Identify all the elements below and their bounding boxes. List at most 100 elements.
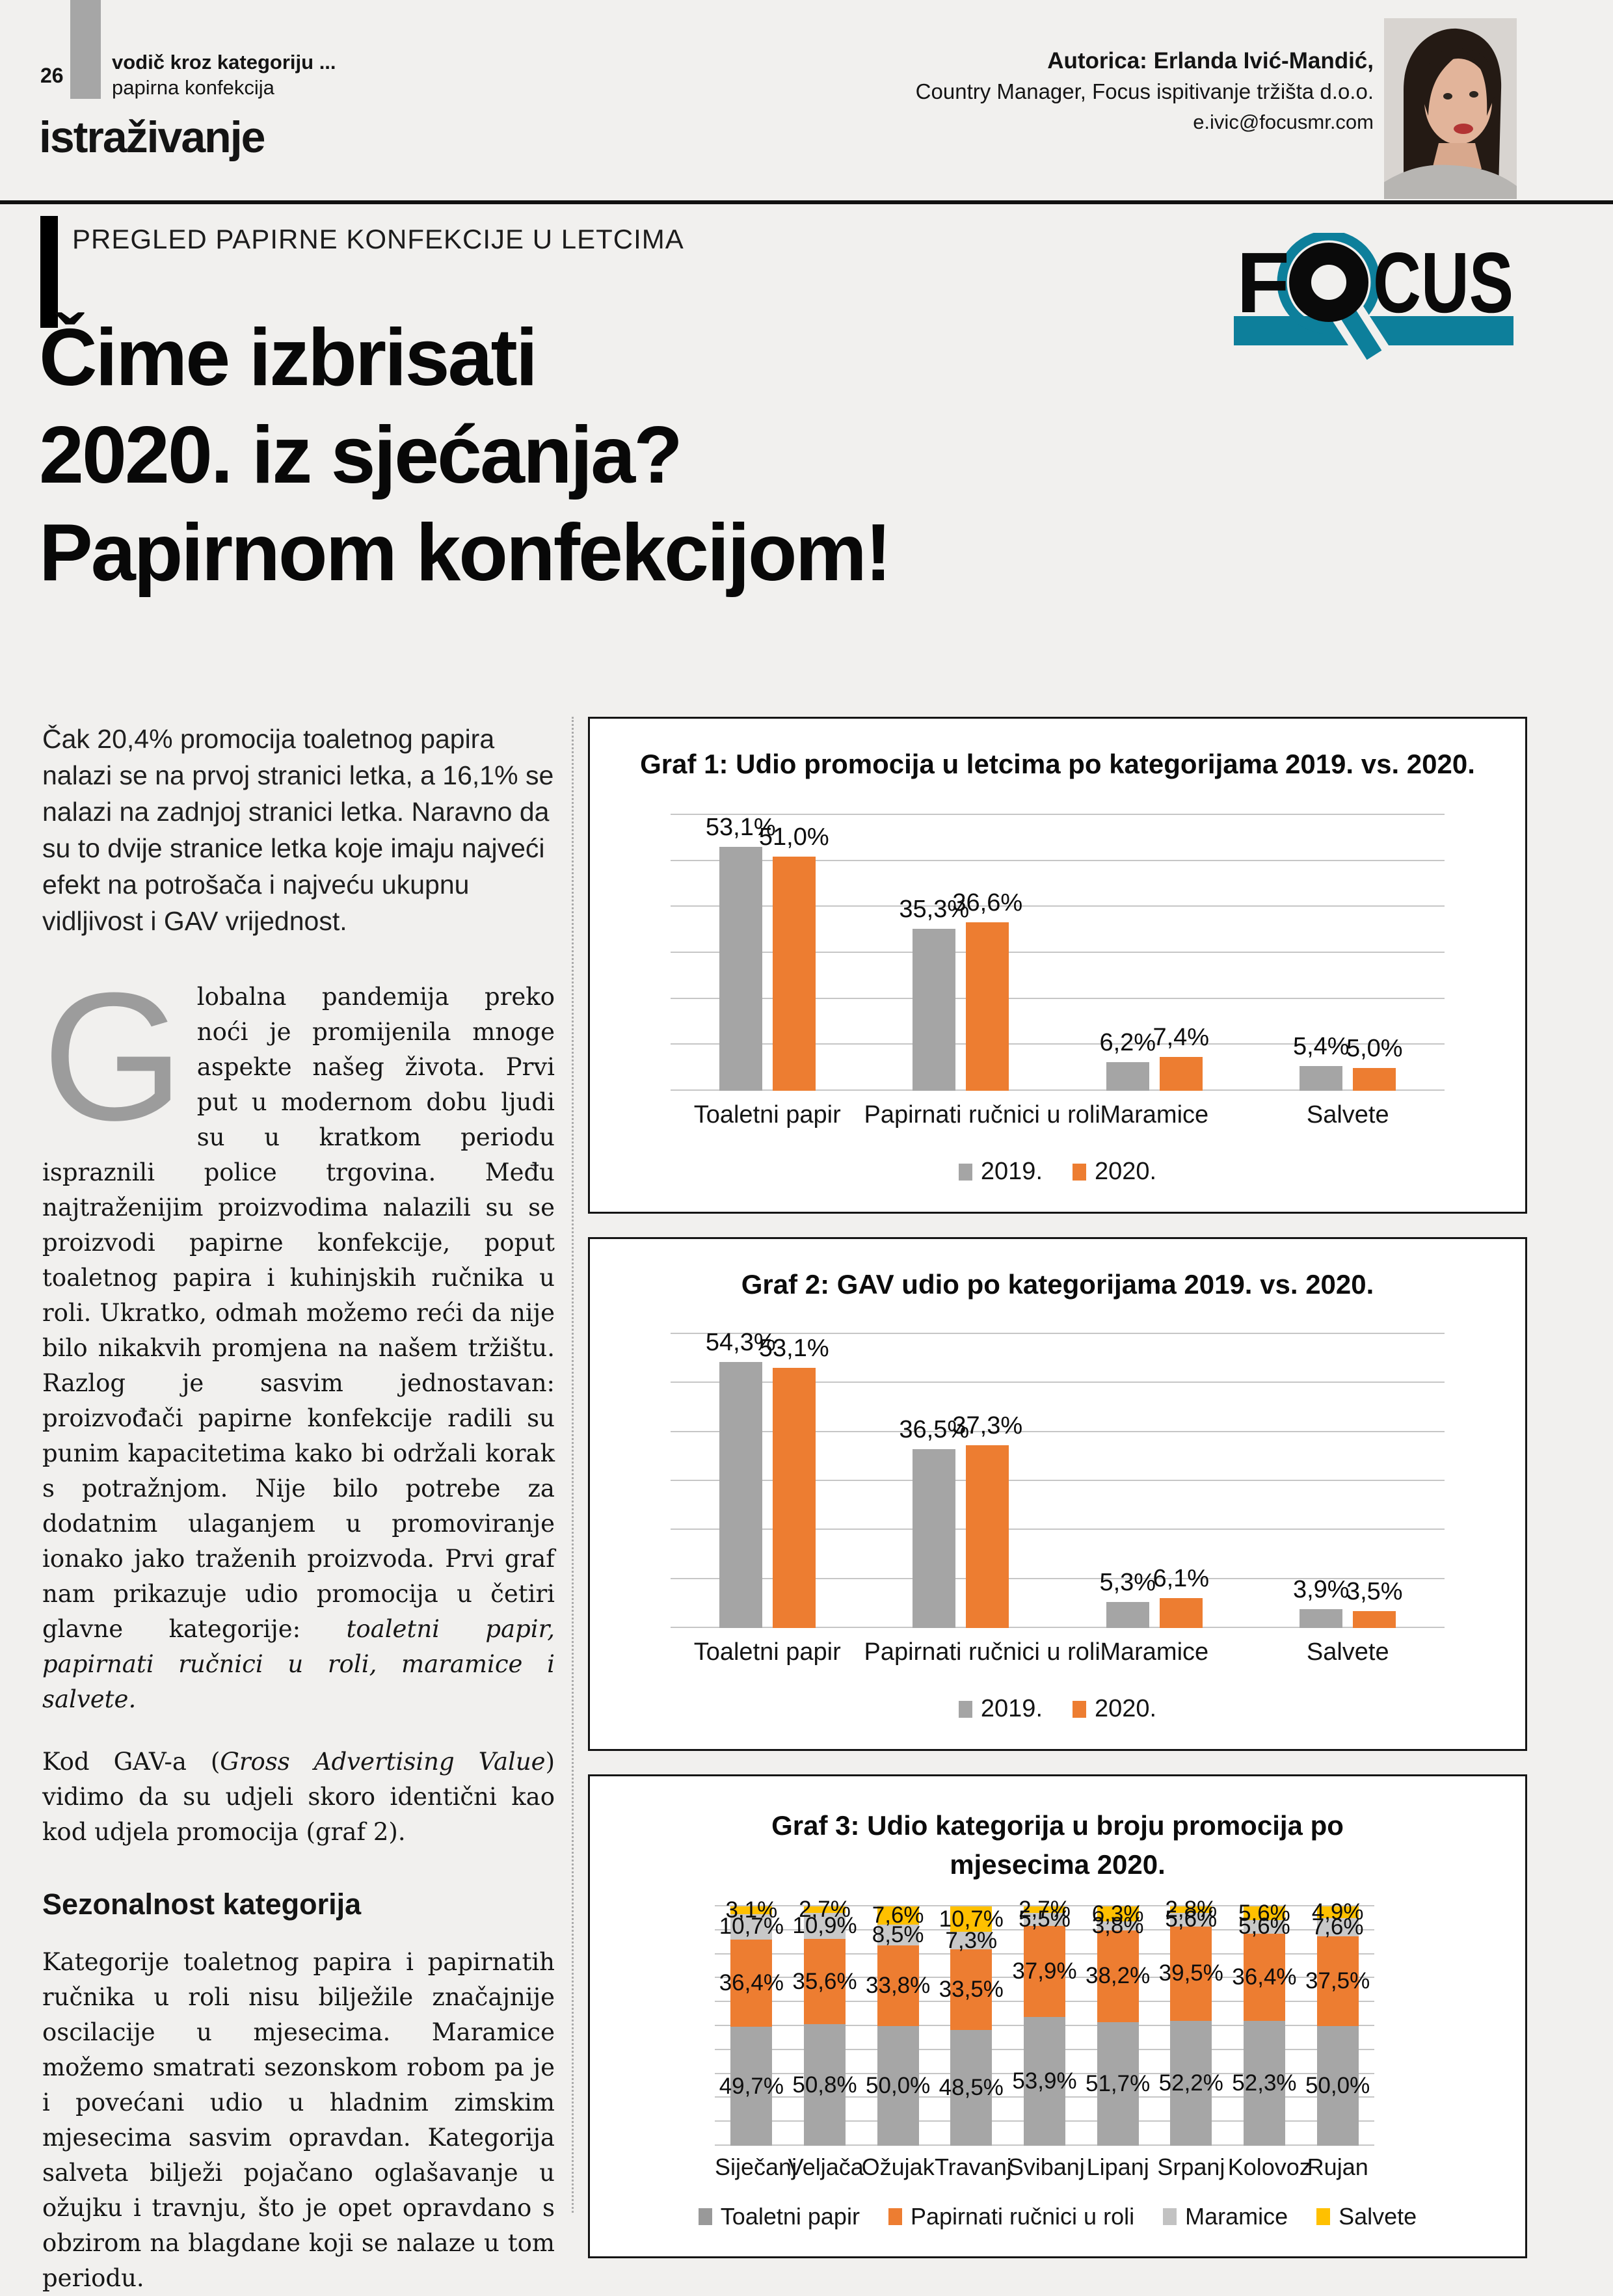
segment-Salvete-Svibanj bbox=[1023, 1906, 1065, 1913]
bar-groups: 54,3% 53,1% 36,5% 37,3% 5,3% 6,1% 3,9% 3,5% bbox=[671, 1329, 1445, 1628]
bar-2020.-Papirnati ručnici u roli bbox=[966, 922, 1009, 1091]
segment-label-Salvete-Ožujak: 7,6% bbox=[872, 1902, 924, 1929]
bar-2019.-Papirnati ručnici u roli bbox=[913, 1449, 956, 1628]
author-photo bbox=[1384, 18, 1517, 199]
barwrap-2019.-Toaletni papir: 54,3% bbox=[706, 1329, 776, 1628]
category-label-Papirnati ručnici u roli: Papirnati ručnici u roli bbox=[864, 1101, 1100, 1128]
segment-Toaletni papir-Travanj bbox=[950, 2029, 993, 2146]
legend-label-Salvete: Salvete bbox=[1339, 2203, 1417, 2230]
chart-plot-area: 53,1% 51,0% 35,3% 36,6% 6,2% 7,4% 5,4% 5,0% bbox=[671, 814, 1445, 1091]
article-headline: Čime izbrisati 2020. iz sjećanja? Papirnom… bbox=[39, 313, 892, 598]
gridline-30 bbox=[671, 952, 1445, 953]
content-columns: Čak 20,4% promocija toaletnog papira nal… bbox=[42, 717, 1527, 2292]
segment-Maramice-Rujan bbox=[1316, 1918, 1359, 1936]
category-label-Toaletni papir: Toaletni papir bbox=[693, 1101, 841, 1128]
gridline-30 bbox=[671, 1480, 1445, 1481]
segment-label-Toaletni papir-Siječanj: 49,7% bbox=[719, 2073, 784, 2099]
author-block: Autorica: Erlanda Ivić-Mandić, Country M… bbox=[916, 46, 1374, 137]
gridline-40 bbox=[671, 1430, 1445, 1432]
category-group-Lipanj: 51,7% 38,2% 3,8% 6,3% bbox=[1086, 1901, 1150, 2146]
page-number: 26 bbox=[40, 64, 64, 87]
article-paragraph-3: Kategorije toaletnog papira i papirnatih… bbox=[42, 1948, 555, 2292]
kicker-light-line: papirna konfekcija bbox=[112, 76, 274, 99]
legend-item-Papirnati ručnici u roli: Papirnati ručnici u roli bbox=[888, 2203, 1134, 2230]
segment-Maramice-Svibanj bbox=[1023, 1912, 1065, 1927]
category-group-Papirnati ručnici u roli: 36,5% 37,3% bbox=[899, 1334, 1022, 1628]
category-group-Salvete: 3,9% 3,5% bbox=[1293, 1334, 1403, 1628]
article-subhead: Sezonalnost kategorija bbox=[42, 1888, 362, 1921]
segment-label-Maramice-Rujan: 7,6% bbox=[1311, 1914, 1364, 1940]
chart-plot-area: 49,7% 36,4% 10,7% 3,1% 50,8% 35,6% 10,9% 2,7% 50… bbox=[715, 1897, 1374, 2146]
segment-label-Papirnati ručnici u roli-Travanj: 33,5% bbox=[939, 1976, 1004, 2002]
barwrap-2020.-Maramice: 7,4% bbox=[1153, 815, 1209, 1091]
segment-label-Papirnati ručnici u roli-Srpanj: 39,5% bbox=[1158, 1960, 1223, 1986]
stacked-bar-Travanj: 48,5% 33,5% 7,3% 10,7% bbox=[939, 1906, 1004, 2146]
barwrap-2019.-Papirnati ručnici u roli: 36,5% bbox=[899, 1334, 969, 1628]
focus-logo: F CUS bbox=[1233, 230, 1517, 370]
author-name: Autorica: Erlanda Ivić-Mandić, bbox=[1047, 48, 1374, 73]
text-segment: Kod GAV-a ( bbox=[42, 1748, 220, 1776]
category-group-Salvete: 5,4% 5,0% bbox=[1293, 815, 1403, 1091]
gridline-50 bbox=[671, 859, 1445, 861]
legend-swatch-2020. bbox=[1073, 1163, 1086, 1181]
value-label-2019.-Salvete: 3,9% bbox=[1292, 1575, 1350, 1603]
segment-Salvete-Travanj bbox=[950, 1906, 993, 1932]
segment-label-Toaletni papir-Rujan: 50,0% bbox=[1305, 2073, 1370, 2098]
legend-item-2020.: 2020. bbox=[1073, 1158, 1156, 1186]
segment-Papirnati ručnici u roli-Rujan bbox=[1316, 1936, 1359, 2026]
segment-label-Papirnati ručnici u roli-Lipanj: 38,2% bbox=[1085, 1963, 1151, 1989]
article-text-column: Čak 20,4% promocija toaletnog papira nal… bbox=[42, 717, 574, 2292]
segment-label-Toaletni papir-Srpanj: 52,2% bbox=[1158, 2070, 1223, 2096]
bar-2019.-Salvete bbox=[1300, 1609, 1343, 1628]
segment-label-Toaletni papir-Ožujak: 50,0% bbox=[866, 2073, 931, 2098]
segment-Maramice-Travanj bbox=[950, 1932, 993, 1950]
article-eyebrow-row: PREGLED PAPIRNE KONFEKCIJE U LETCIMA bbox=[40, 216, 684, 328]
category-group-Maramice: 6,2% 7,4% bbox=[1099, 815, 1209, 1091]
segment-Salvete-Siječanj bbox=[730, 1906, 773, 1914]
gridline-100 bbox=[715, 1905, 1374, 1906]
value-label-2020.-Toaletni papir: 51,0% bbox=[758, 823, 829, 851]
segment-label-Maramice-Siječanj: 10,7% bbox=[719, 1914, 784, 1940]
category-group-Kolovoz: 52,3% 36,4% 5,6% 5,6% bbox=[1232, 1901, 1297, 2146]
segment-label-Salvete-Lipanj: 6,3% bbox=[1091, 1901, 1144, 1927]
legend-item-2020.: 2020. bbox=[1073, 1695, 1156, 1723]
barwrap-2020.-Papirnati ručnici u roli: 36,6% bbox=[952, 815, 1022, 1091]
segment-label-Papirnati ručnici u roli-Rujan: 37,5% bbox=[1305, 1968, 1370, 1994]
barwrap-2019.-Toaletni papir: 53,1% bbox=[706, 814, 776, 1091]
italic-text-segment: toaletni papir, papirnati ručnici u roli… bbox=[42, 1615, 555, 1713]
segment-Salvete-Kolovoz bbox=[1243, 1906, 1285, 1920]
legend-swatch-Maramice bbox=[1163, 2208, 1177, 2225]
category-label-Rujan: Rujan bbox=[1307, 2154, 1368, 2180]
segment-Toaletni papir-Veljača bbox=[803, 2024, 846, 2146]
value-label-2020.-Papirnati ručnici u roli: 37,3% bbox=[952, 1412, 1023, 1440]
value-label-2019.-Toaletni papir: 53,1% bbox=[705, 813, 776, 841]
segment-label-Maramice-Ožujak: 8,5% bbox=[872, 1921, 924, 1947]
category-label-Salvete: Salvete bbox=[1306, 1101, 1389, 1128]
kicker-marker-block bbox=[70, 0, 101, 99]
segment-Salvete-Veljača bbox=[803, 1906, 846, 1913]
category-label-Ožujak: Ožujak bbox=[861, 2154, 935, 2180]
category-label-Svibanj: Svibanj bbox=[1007, 2154, 1085, 2180]
logo-letter-f: F bbox=[1236, 235, 1290, 330]
segment-label-Papirnati ručnici u roli-Veljača: 35,6% bbox=[792, 1968, 857, 1994]
page-header: 26 vodič kroz kategoriju ... papirna kon… bbox=[0, 0, 1613, 204]
value-label-2020.-Salvete: 5,0% bbox=[1346, 1034, 1403, 1062]
gridline-20 bbox=[671, 1528, 1445, 1530]
legend-label-2020.: 2020. bbox=[1095, 1158, 1157, 1185]
bar-2020.-Toaletni papir bbox=[772, 1367, 816, 1628]
stacked-bar-Kolovoz: 52,3% 36,4% 5,6% 5,6% bbox=[1232, 1901, 1297, 2146]
gridline-60 bbox=[671, 1333, 1445, 1334]
segment-Salvete-Srpanj bbox=[1170, 1906, 1212, 1913]
segment-label-Maramice-Svibanj: 5,5% bbox=[1019, 1906, 1071, 1932]
legend-item-2019.: 2019. bbox=[958, 1695, 1043, 1723]
segment-Salvete-Ožujak bbox=[877, 1906, 919, 1925]
segment-label-Salvete-Veljača: 2,7% bbox=[799, 1896, 851, 1922]
barwrap-2020.-Maramice: 6,1% bbox=[1153, 1334, 1209, 1628]
gridline-10 bbox=[671, 1577, 1445, 1579]
segment-label-Salvete-Kolovoz: 5,6% bbox=[1238, 1900, 1290, 1926]
italic-text-segment: Gross Advertising Value bbox=[220, 1748, 546, 1776]
category-group-Toaletni papir: 53,1% 51,0% bbox=[706, 814, 829, 1091]
bar-2019.-Maramice bbox=[1106, 1602, 1149, 1628]
